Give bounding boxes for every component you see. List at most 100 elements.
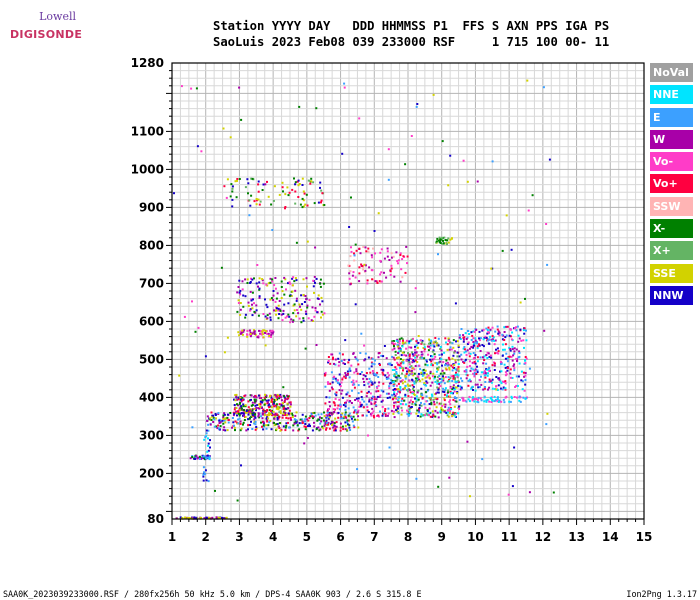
data-point <box>454 415 457 418</box>
data-point <box>513 347 516 350</box>
data-point <box>414 365 417 367</box>
data-point <box>320 199 323 202</box>
data-point <box>249 424 252 426</box>
data-point <box>401 342 404 345</box>
data-point <box>391 256 393 259</box>
data-point <box>353 252 355 255</box>
data-point <box>247 301 250 304</box>
data-point <box>395 397 398 400</box>
x-tick-label: 8 <box>404 530 412 544</box>
data-point <box>387 407 390 410</box>
data-point <box>504 382 507 385</box>
data-point <box>364 352 367 355</box>
data-point <box>375 385 378 388</box>
data-point <box>360 403 363 406</box>
data-point <box>277 304 280 307</box>
data-point <box>211 516 214 519</box>
data-point <box>525 329 527 332</box>
data-point <box>386 250 389 253</box>
data-point <box>483 400 486 403</box>
data-point <box>400 399 403 402</box>
data-point <box>337 404 340 407</box>
data-point <box>491 399 494 402</box>
data-point <box>329 414 331 417</box>
data-point <box>241 288 244 291</box>
data-point <box>272 330 275 333</box>
data-point <box>397 382 400 385</box>
data-point <box>328 389 331 392</box>
data-point <box>283 293 286 296</box>
data-point <box>503 381 506 383</box>
data-point <box>340 415 343 418</box>
data-point <box>371 370 374 372</box>
data-point <box>287 397 290 400</box>
data-point <box>352 271 355 274</box>
data-point <box>358 247 361 250</box>
data-point <box>415 356 418 359</box>
data-point <box>334 404 337 407</box>
data-point <box>276 396 279 399</box>
data-point <box>208 516 211 519</box>
data-point <box>409 391 412 394</box>
data-point <box>415 351 418 354</box>
data-point <box>306 304 309 307</box>
data-point <box>325 428 327 431</box>
data-point <box>466 440 469 443</box>
data-point <box>291 290 294 293</box>
data-point <box>448 412 451 415</box>
data-point <box>483 336 486 339</box>
footer-file-info: SAA0K_2023039233000.RSF / 280fx256h 50 k… <box>3 589 422 599</box>
data-point <box>505 214 508 217</box>
data-point <box>239 302 242 304</box>
data-point <box>395 388 398 391</box>
legend-item-x-: X- <box>650 219 693 239</box>
data-point <box>378 415 380 418</box>
data-point <box>178 374 181 377</box>
data-point <box>502 348 504 351</box>
data-point <box>231 185 234 188</box>
data-point <box>251 332 254 335</box>
data-point <box>510 397 513 400</box>
data-point <box>523 327 526 330</box>
data-point <box>393 373 396 376</box>
data-point <box>279 412 282 415</box>
data-point <box>359 352 362 354</box>
data-point <box>474 339 477 342</box>
data-point <box>488 400 491 403</box>
data-point <box>457 366 460 369</box>
data-point <box>391 369 394 371</box>
data-point <box>357 426 360 429</box>
data-point <box>362 246 365 248</box>
data-point <box>262 413 265 416</box>
data-point <box>504 380 507 383</box>
data-point <box>265 417 268 420</box>
data-point <box>421 369 424 372</box>
data-point <box>263 396 266 399</box>
data-point <box>312 181 315 184</box>
data-point <box>299 418 302 421</box>
data-point <box>412 337 414 340</box>
data-point <box>434 340 437 343</box>
data-point <box>247 411 250 414</box>
data-point <box>410 365 413 368</box>
data-point <box>269 281 272 284</box>
data-point <box>440 406 443 409</box>
data-point <box>353 411 355 414</box>
data-point <box>269 316 272 319</box>
data-point <box>350 381 353 384</box>
data-point <box>328 416 331 419</box>
data-point <box>239 409 242 412</box>
data-point <box>506 369 509 372</box>
data-point <box>248 409 251 412</box>
data-point <box>545 223 548 225</box>
data-point <box>412 387 415 390</box>
y-tick-label: 1100 <box>131 124 164 138</box>
data-point <box>371 357 374 360</box>
data-point <box>418 364 421 367</box>
data-point <box>297 196 300 198</box>
data-point <box>278 427 281 429</box>
data-point <box>332 377 335 380</box>
data-point <box>366 392 369 395</box>
data-point <box>458 407 461 410</box>
data-point <box>515 357 518 360</box>
